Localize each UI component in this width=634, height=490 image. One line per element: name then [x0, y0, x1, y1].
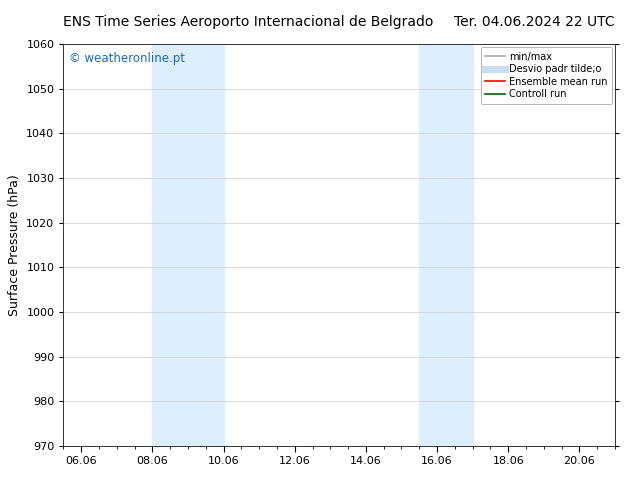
Text: ENS Time Series Aeroporto Internacional de Belgrado: ENS Time Series Aeroporto Internacional …	[63, 15, 434, 29]
Y-axis label: Surface Pressure (hPa): Surface Pressure (hPa)	[8, 174, 21, 316]
Text: Ter. 04.06.2024 22 UTC: Ter. 04.06.2024 22 UTC	[455, 15, 615, 29]
Text: © weatheronline.pt: © weatheronline.pt	[69, 52, 185, 65]
Bar	[152, 44, 224, 446]
Bar	[419, 44, 472, 446]
Legend: min/max, Desvio padr tilde;o, Ensemble mean run, Controll run: min/max, Desvio padr tilde;o, Ensemble m…	[481, 47, 612, 104]
